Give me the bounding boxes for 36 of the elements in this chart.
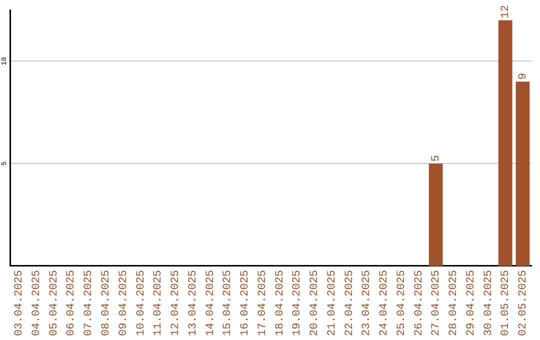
x-tick-label: 11.04.2025 — [152, 270, 165, 336]
x-tick-label: 29.04.2025 — [465, 270, 478, 336]
x-tick-label: 17.04.2025 — [256, 270, 269, 336]
x-tick-label: 23.04.2025 — [361, 270, 374, 336]
x-tick-label: 06.04.2025 — [66, 270, 78, 336]
x-tick-label: 15.04.2025 — [222, 270, 234, 336]
bar — [428, 164, 443, 266]
bar — [498, 20, 512, 266]
x-tick-label: 26.04.2025 — [413, 270, 426, 336]
x-tick-label: 24.04.2025 — [378, 270, 391, 336]
x-tick-label: 03.04.2025 — [14, 270, 26, 336]
x-tick-label: 18.04.2025 — [274, 270, 286, 336]
x-tick-label: 16.04.2025 — [240, 270, 252, 336]
x-tick-label: 01.05.2025 — [500, 270, 512, 336]
data-label: 9 — [518, 73, 530, 80]
x-tick-label: 19.04.2025 — [292, 270, 304, 336]
x-tick-label: 22.04.2025 — [344, 270, 356, 336]
x-tick-label: 04.04.2025 — [30, 270, 43, 336]
x-tick-label: 20.04.2025 — [309, 270, 322, 336]
x-tick-label: 07.04.2025 — [83, 270, 96, 336]
x-tick-label: 08.04.2025 — [100, 270, 112, 336]
x-tick-label: 30.04.2025 — [482, 270, 495, 336]
x-tick-label: 05.04.2025 — [48, 270, 60, 336]
x-tick-label: 21.04.2025 — [326, 270, 338, 336]
data-label: 12 — [500, 5, 512, 18]
x-tick-label: 12.04.2025 — [170, 270, 182, 336]
x-tick-label: 10.04.2025 — [135, 270, 148, 336]
x-tick-label: 02.05.2025 — [518, 270, 530, 336]
x-tick-label: 13.04.2025 — [187, 270, 200, 336]
x-tick-label: 09.04.2025 — [118, 270, 130, 336]
x-tick-label: 25.04.2025 — [396, 270, 408, 336]
bar — [516, 82, 530, 266]
x-tick-label: 27.04.2025 — [430, 270, 443, 336]
x-tick-label: 28.04.2025 — [448, 270, 460, 336]
x-tick-label: 14.04.2025 — [204, 270, 217, 336]
data-label: 5 — [430, 154, 443, 162]
